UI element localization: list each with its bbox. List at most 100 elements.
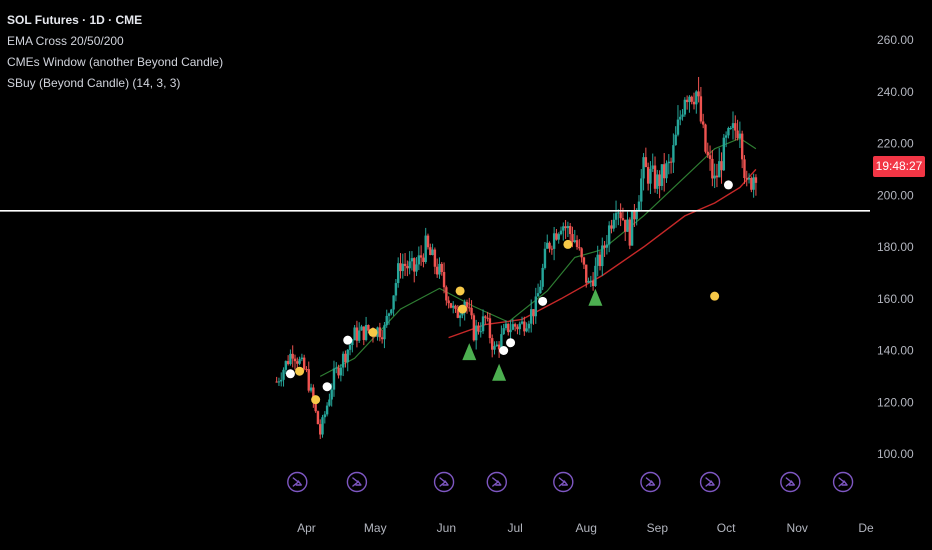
candle-body [585, 264, 588, 283]
candle-body [676, 119, 680, 135]
candle-body [286, 361, 290, 365]
cme-window-icon [699, 471, 721, 493]
candle-body [594, 265, 597, 287]
candle-body [486, 317, 489, 319]
candle-body [642, 157, 645, 179]
candle-body [396, 263, 400, 284]
candle-body [534, 296, 537, 317]
buy-triangle [462, 343, 477, 361]
candle-body [738, 133, 742, 139]
candle-body [665, 163, 668, 179]
signal-dot-yellow [457, 304, 467, 314]
candle-body [376, 327, 379, 337]
cme-icon-ring [486, 471, 507, 493]
cme-icon-ring [346, 471, 368, 493]
candle-body [552, 233, 556, 249]
candle-body [603, 245, 606, 248]
candle-body [734, 123, 737, 131]
candle-body [445, 287, 448, 301]
candle-body [644, 157, 648, 168]
candle-body [298, 359, 301, 364]
cme-window-icon [780, 471, 801, 493]
candle-body [293, 358, 297, 362]
buy-markers [462, 288, 603, 381]
candle-body [653, 165, 657, 189]
candle-body [559, 230, 563, 235]
candle-body [564, 226, 567, 229]
candle-body [536, 293, 540, 297]
candle-body [640, 178, 643, 202]
cme-window-icon [640, 471, 661, 493]
candle-body [752, 177, 755, 190]
candle-body [447, 300, 450, 304]
candle-body [378, 327, 382, 338]
candle-body [674, 134, 677, 146]
candle-body [403, 263, 407, 267]
candle-body [440, 263, 443, 272]
candle-body [605, 244, 609, 248]
candle-body [690, 96, 693, 102]
candle-body [284, 361, 288, 370]
cme-icon-glyph [292, 477, 302, 487]
candle-body [335, 367, 338, 369]
candle-body [568, 226, 572, 235]
month-tick-label: De [858, 521, 874, 535]
indicator-cmes-window[interactable]: CMEs Window (another Beyond Candle) [7, 55, 224, 69]
candle-body [708, 155, 712, 159]
candle-body [364, 324, 368, 340]
cme-icon-ring [640, 471, 661, 493]
candle-body [529, 309, 533, 324]
indicator-sbuy[interactable]: SBuy (Beyond Candle) (14, 3, 3) [7, 76, 181, 90]
candle-body [516, 326, 519, 330]
cme-icon-glyph [352, 477, 362, 487]
candle-body [380, 337, 384, 340]
candle-body [339, 367, 343, 376]
cme-window-icon [346, 471, 368, 493]
symbol-title[interactable]: SOL Futures · 1D · CME [7, 13, 143, 27]
signal-dot-white [322, 382, 332, 392]
candle-body [635, 211, 638, 220]
candle-body [651, 165, 654, 169]
candle-body [582, 257, 586, 265]
candle-body [695, 91, 698, 105]
candle-body [573, 240, 576, 243]
candle-body [562, 226, 565, 231]
candle-body [697, 91, 700, 97]
candle-body [513, 324, 517, 327]
candle-body [543, 248, 547, 268]
candle-body [296, 361, 299, 364]
indicator-ema-cross[interactable]: EMA Cross 20/50/200 [7, 34, 124, 48]
candle-body [456, 308, 460, 318]
price-axis[interactable]: 260.00 240.00 220.00 200.00 180.00 160.00 140.… [877, 33, 914, 461]
time-axis[interactable]: Apr May Jun Jul Aug Sep Oct Nov De [297, 521, 874, 535]
signal-markers [285, 180, 733, 405]
candle-body [419, 255, 423, 258]
candle-body [628, 219, 632, 246]
candle-body [316, 411, 320, 425]
signal-dot-yellow [563, 239, 573, 249]
candle-body [323, 414, 327, 418]
candle-body [307, 369, 310, 391]
candle-body [302, 357, 306, 370]
candle-body [319, 424, 322, 435]
candle-body [699, 96, 703, 122]
candle-body [355, 327, 359, 341]
candle-body [426, 235, 430, 248]
candle-body [399, 263, 402, 272]
candle-body [321, 417, 324, 435]
candle-body [692, 101, 696, 105]
candle-body [539, 286, 542, 294]
candle-body [729, 127, 732, 129]
candle-body [612, 219, 615, 229]
candle-body [601, 245, 604, 267]
candle-body [527, 323, 531, 329]
month-tick-label: Apr [297, 521, 316, 535]
candle-body [731, 123, 735, 128]
signal-dot-yellow [295, 366, 305, 376]
month-tick-label: Aug [576, 521, 597, 535]
candle-body [598, 254, 602, 267]
candle-body [360, 326, 363, 331]
candle-body [626, 219, 629, 232]
cme-window-icons[interactable] [287, 471, 854, 493]
